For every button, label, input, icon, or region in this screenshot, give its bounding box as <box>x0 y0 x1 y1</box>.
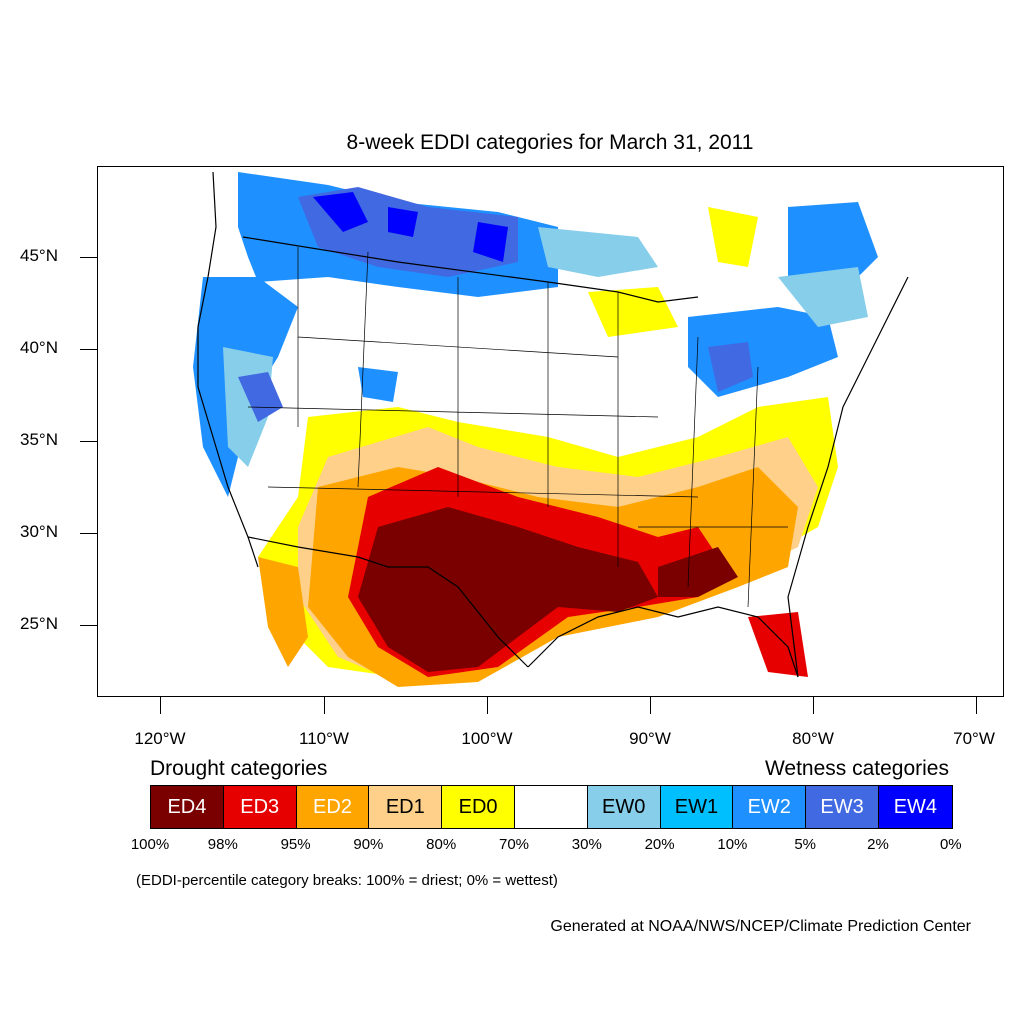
map-title: 8-week EDDI categories for March 31, 201… <box>346 131 754 154</box>
lon-label-80w: 80°W <box>792 729 834 748</box>
drought-ed3-florida <box>748 612 808 677</box>
state-lines <box>247 247 788 608</box>
legend-swatch-ed3: ED3 <box>223 786 297 828</box>
drought-ed4-texas <box>358 507 658 672</box>
gulf-coast <box>527 606 799 678</box>
lat-label-25n: 25°N <box>20 614 58 633</box>
wet-area-northeast-light <box>778 267 868 327</box>
lon-label-100w: 100°W <box>461 729 513 748</box>
lat-label-30n: 30°N <box>20 522 58 541</box>
percent-break-label: 20% <box>644 836 675 853</box>
credit-text: Generated at NOAA/NWS/NCEP/Climate Predi… <box>550 918 971 935</box>
category-note: (EDDI-percentile category breaks: 100% =… <box>136 872 558 889</box>
lat-tick <box>80 441 97 442</box>
legend-swatch-ed4: ED4 <box>151 786 224 828</box>
lat-tick <box>80 257 97 258</box>
lat-label-35n: 35°N <box>20 430 58 449</box>
lon-label-120w: 120°W <box>134 729 186 748</box>
percent-break-label: 100% <box>130 836 170 853</box>
lat-tick <box>80 625 97 626</box>
lon-label-110w: 110°W <box>299 729 349 748</box>
percent-break-label: 0% <box>939 836 962 853</box>
wet-area-colorado <box>358 367 398 402</box>
lon-tick <box>813 697 814 714</box>
legend-swatch-ew2: EW2 <box>733 786 807 828</box>
legend-swatch-ed0: ED0 <box>442 786 515 828</box>
category-legend: ED4 ED3 ED2 ED1 ED0 EW0 EW1 EW2 EW3 EW4 <box>150 785 953 829</box>
lat-tick <box>80 349 97 350</box>
lat-tick <box>80 533 97 534</box>
percent-break-label: 30% <box>571 836 602 853</box>
wet-area-nevada-ew3 <box>238 372 283 422</box>
wet-area-northern-light <box>538 227 658 277</box>
lat-label-40n: 40°N <box>20 338 58 357</box>
legend-swatch-ew1: EW1 <box>660 786 734 828</box>
lon-tick <box>650 697 651 714</box>
lat-label-45n: 45°N <box>20 246 58 265</box>
percent-break-label: 10% <box>717 836 748 853</box>
wetness-heading: Wetness categories <box>764 757 949 780</box>
wet-area-montana-ew4 <box>313 192 508 262</box>
coastline-west <box>197 171 259 568</box>
eddi-map <box>193 171 909 687</box>
lon-label-90w: 90°W <box>629 729 671 748</box>
drought-heading: Drought categories <box>150 757 328 780</box>
legend-swatch-ed2: ED2 <box>296 786 370 828</box>
drought-ed0-ne <box>588 207 758 337</box>
lon-tick <box>487 697 488 714</box>
percent-break-label: 70% <box>498 836 530 853</box>
wet-area-great-lakes-core <box>708 342 753 392</box>
percent-break-label: 98% <box>207 836 238 853</box>
percent-break-label: 95% <box>280 836 311 853</box>
percent-break-label: 90% <box>353 836 384 853</box>
atlantic-coast <box>787 276 909 678</box>
legend-swatch-ed1: ED1 <box>369 786 443 828</box>
legend-swatch-neutral <box>514 786 588 828</box>
drought-ed2-baja <box>258 557 308 667</box>
percent-break-label: 5% <box>794 836 817 853</box>
lon-label-70w: 70°W <box>953 729 995 748</box>
boundaries <box>197 171 909 678</box>
legend-swatch-ew3: EW3 <box>806 786 879 828</box>
lon-tick <box>324 697 325 714</box>
map-frame <box>97 166 1004 697</box>
lon-tick <box>160 697 161 714</box>
percent-break-label: 80% <box>426 836 457 853</box>
percent-break-label: 2% <box>867 836 889 853</box>
legend-swatch-ew0: EW0 <box>587 786 661 828</box>
us-mexico-border <box>247 536 529 668</box>
lon-tick <box>976 697 977 714</box>
us-canada-border <box>242 236 699 303</box>
legend-swatch-ew4: EW4 <box>878 786 952 828</box>
